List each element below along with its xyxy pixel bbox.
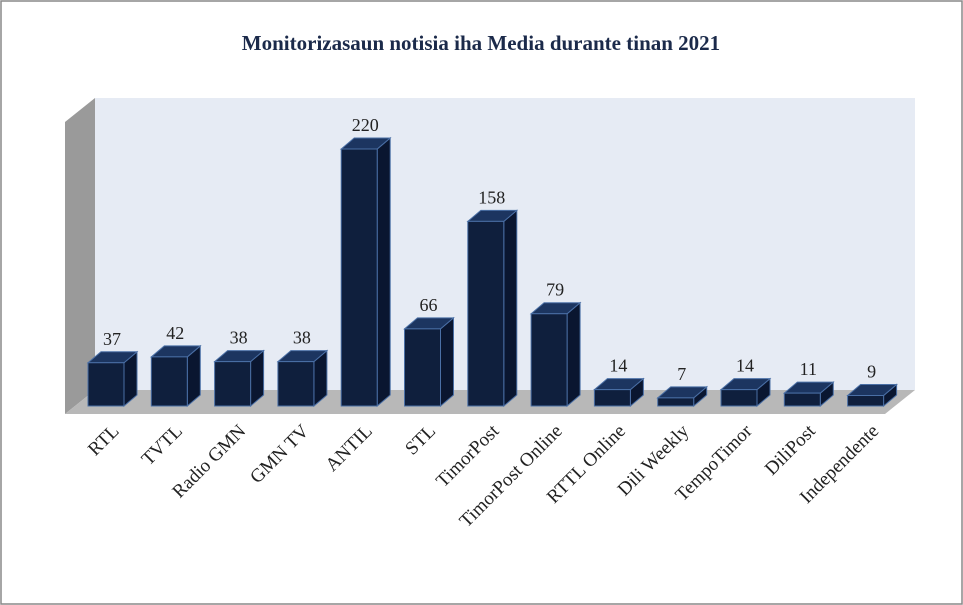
- data-label: 14: [609, 356, 627, 376]
- data-label: 37: [103, 329, 121, 349]
- bar-front: [467, 220, 505, 407]
- bar-front: [593, 389, 631, 407]
- data-label: 14: [736, 356, 754, 376]
- bar-side: [376, 136, 391, 408]
- bar: [529, 301, 582, 408]
- data-label: 38: [230, 328, 248, 348]
- data-label: 42: [166, 323, 184, 343]
- bar-front: [720, 389, 758, 407]
- bar: [466, 209, 519, 408]
- bar-front: [404, 328, 441, 407]
- bar-front: [657, 397, 695, 407]
- bar: [213, 349, 265, 408]
- bar-side: [503, 209, 518, 408]
- bar: [403, 316, 455, 408]
- bar: [719, 377, 772, 408]
- bar: [86, 350, 139, 408]
- data-label: 11: [800, 359, 817, 379]
- bar-front: [150, 356, 188, 407]
- bar-front: [340, 148, 378, 407]
- bar-front: [87, 362, 125, 407]
- data-label: 79: [546, 280, 564, 300]
- data-label: 158: [478, 187, 505, 207]
- data-label: 220: [352, 115, 379, 135]
- bar: [339, 136, 392, 408]
- data-label: 9: [867, 361, 876, 381]
- bar: [656, 385, 709, 408]
- chart-title: Monitorizasaun notisia iha Media durante…: [242, 31, 720, 55]
- bar: [782, 381, 835, 408]
- side-wall: [65, 98, 95, 414]
- bar-side: [440, 316, 454, 408]
- bar-front: [530, 313, 568, 407]
- bar: [149, 344, 202, 408]
- bar-front: [214, 361, 252, 407]
- bar-side: [566, 301, 581, 408]
- bar: [593, 377, 645, 408]
- bar-front: [277, 361, 315, 407]
- data-label: 38: [293, 328, 311, 348]
- bar-front: [847, 394, 885, 407]
- data-label: 66: [420, 295, 438, 315]
- bar-front: [783, 392, 821, 407]
- bar: [276, 349, 329, 408]
- data-label: 7: [677, 364, 686, 384]
- bar: [846, 383, 898, 408]
